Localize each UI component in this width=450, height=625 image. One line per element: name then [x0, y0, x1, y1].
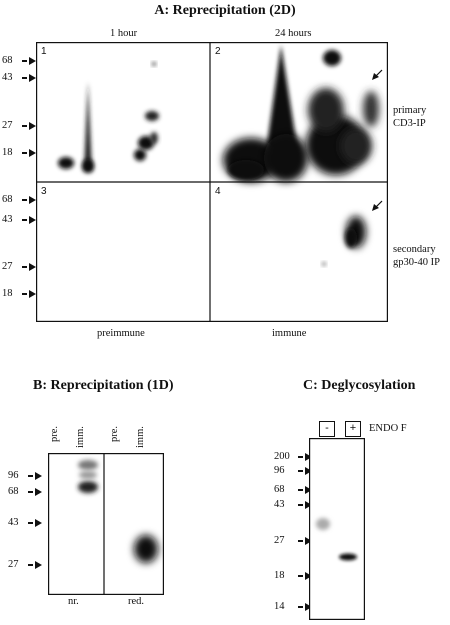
- lane-label: pre.: [49, 425, 60, 442]
- bottom-label-red: red.: [128, 596, 145, 607]
- mw-marker: 68: [2, 55, 36, 67]
- panel-number: 3: [41, 186, 47, 197]
- bottom-label-preimmune: preimmune: [97, 328, 145, 339]
- mw-marker: 68: [2, 194, 36, 206]
- mw-marker: 96: [274, 465, 312, 477]
- mw-marker: 14: [274, 601, 312, 613]
- panel-number: 1: [41, 46, 47, 57]
- panel-number: 2: [215, 46, 221, 57]
- mw-marker: 96: [8, 470, 42, 482]
- mw-marker: 43: [2, 214, 36, 226]
- mw-marker: 18: [2, 147, 36, 159]
- col-label-1-hour: 1 hour: [110, 28, 138, 39]
- mw-marker: 27: [2, 120, 36, 132]
- mw-marker: 43: [8, 517, 42, 529]
- panel-a-blot-grid: [36, 42, 388, 322]
- bottom-label-immune: immune: [272, 328, 307, 339]
- panel-b-title: B: Reprecipitation (1D): [33, 378, 174, 393]
- blot-4-spots: [322, 216, 366, 266]
- panel-c-gel: [309, 438, 365, 620]
- lane-label-plus: +: [345, 421, 361, 437]
- mw-marker: 18: [2, 288, 36, 300]
- blot-1-spots: [58, 62, 159, 173]
- panel-a-title: A: Reprecipitation (2D): [154, 3, 296, 18]
- row-label-secondary: secondary gp30-40 IP: [393, 244, 440, 269]
- lane-label: imm.: [75, 426, 86, 448]
- mw-marker: 200: [274, 451, 312, 463]
- blot-2-spots: [223, 45, 379, 182]
- mw-marker: 43: [274, 499, 312, 511]
- mw-marker: 27: [2, 261, 36, 273]
- mw-marker: 18: [274, 570, 312, 582]
- mw-marker: 68: [274, 484, 312, 496]
- bottom-label-nr: nr.: [68, 596, 79, 607]
- mw-marker: 68: [8, 486, 42, 498]
- panel-c-title: C: Deglycosylation: [303, 378, 416, 393]
- mw-marker: 27: [274, 535, 312, 547]
- panel-b-gel: [48, 453, 164, 595]
- mw-marker: 27: [8, 559, 42, 571]
- panel-number: 4: [215, 186, 221, 197]
- blot-4-arrow: [372, 200, 383, 211]
- row-label-primary: primary CD3-IP: [393, 105, 427, 130]
- lane-label: imm.: [135, 426, 146, 448]
- treatment-label: ENDO F: [369, 423, 407, 434]
- lane-label: pre.: [109, 425, 120, 442]
- blot-2-arrow: [372, 69, 383, 80]
- col-label-24-hours: 24 hours: [275, 28, 312, 39]
- mw-marker: 43: [2, 72, 36, 84]
- lane-label-minus: -: [319, 421, 335, 437]
